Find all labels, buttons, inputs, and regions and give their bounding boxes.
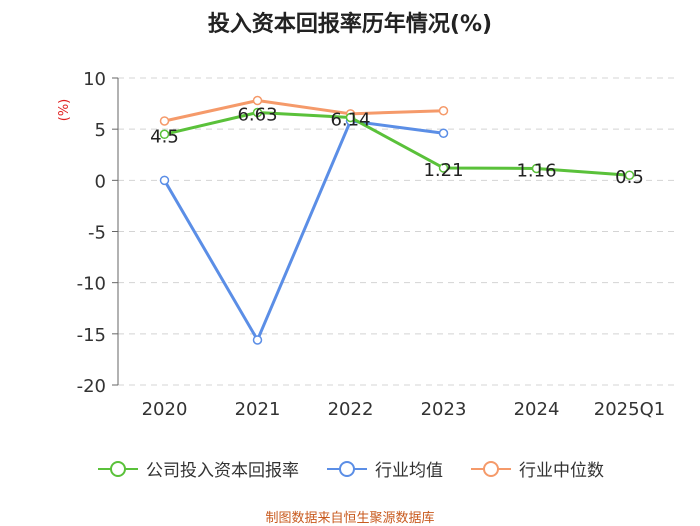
y-tick-label: -20 <box>77 376 106 397</box>
legend-label: 公司投入资本回报率 <box>146 461 299 481</box>
source-note: 制图数据来自恒生聚源数据库 <box>265 511 435 526</box>
legend-item[interactable]: 公司投入资本回报率 <box>96 456 299 481</box>
y-tick-label: -10 <box>77 274 106 295</box>
data-point <box>438 163 449 173</box>
data-point <box>252 95 263 106</box>
y-tick-label: -15 <box>77 325 106 346</box>
y-tick-label: -5 <box>88 223 106 244</box>
grid-lines <box>118 77 676 386</box>
x-tick-label: 2024 <box>514 399 560 420</box>
data-point <box>438 105 449 116</box>
data-point <box>438 128 449 139</box>
data-point <box>345 112 356 123</box>
legend-marker-icon <box>327 460 367 477</box>
data-label: 1.16 <box>516 160 556 181</box>
x-tick-label: 2023 <box>421 399 467 420</box>
data-point <box>159 129 170 140</box>
data-label: 6.63 <box>237 104 277 125</box>
y-tick-label: 5 <box>95 120 106 141</box>
x-tick-label: 2020 <box>142 399 188 420</box>
legend-label: 行业均值 <box>375 461 443 481</box>
data-point <box>252 107 263 118</box>
legend-marker-icon <box>471 460 511 477</box>
data-label: 1.21 <box>423 160 463 181</box>
y-tick-label: 10 <box>83 69 106 90</box>
data-point <box>159 175 170 186</box>
series-line <box>163 119 444 342</box>
x-tick-label: 2021 <box>235 399 281 420</box>
data-point <box>159 116 170 126</box>
data-label: 4.5 <box>150 126 179 147</box>
series-lines <box>159 95 635 345</box>
series-line <box>164 99 444 123</box>
legend-marker-icon <box>98 460 138 477</box>
legend-label: 行业中位数 <box>519 461 604 481</box>
axes: 10 5 0 -5 -10 -15 -20 2020 2021 2022 2023 2024 2025Q… <box>77 69 666 420</box>
data-labels: 4.5 6.63 6.14 1.21 1.16 0.5 <box>150 104 644 188</box>
series-line <box>164 110 630 177</box>
y-tick-label: 0 <box>95 171 106 192</box>
legend-item[interactable]: 行业中位数 <box>469 456 604 481</box>
chart-title: 投入资本回报率历年情况(%) <box>207 12 493 37</box>
data-point <box>624 170 635 180</box>
legend: 公司投入资本回报率 行业均值 行业中位数 <box>0 456 700 481</box>
x-tick-label: 2025Q1 <box>594 399 665 420</box>
data-point <box>531 163 542 174</box>
data-label: 6.14 <box>330 110 370 131</box>
legend-item[interactable]: 行业均值 <box>325 456 443 481</box>
y-axis-unit-label: (%) <box>57 99 72 122</box>
x-tick-label: 2022 <box>328 399 374 420</box>
data-point <box>252 335 263 345</box>
data-label: 0.5 <box>615 167 644 188</box>
